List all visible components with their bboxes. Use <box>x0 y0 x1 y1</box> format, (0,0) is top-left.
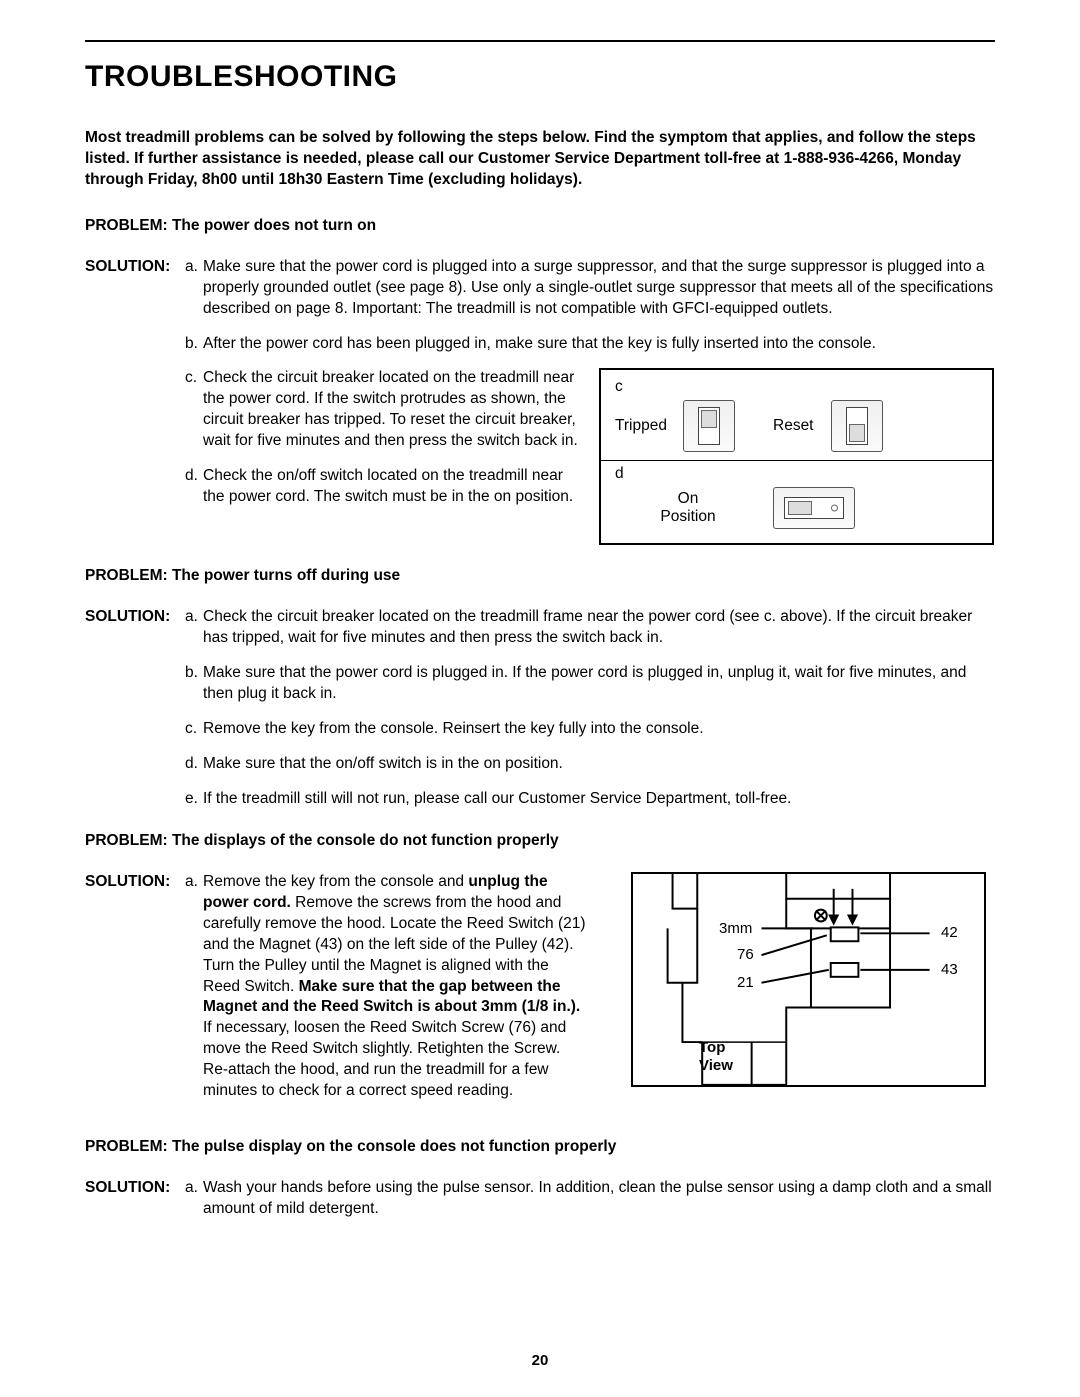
label-view: View <box>699 1057 733 1074</box>
solution-text: Wash your hands before using the pulse s… <box>203 1178 995 1220</box>
label-top: Top <box>699 1039 725 1056</box>
diagram-circuit-breaker: c Tripped Reset d On Position <box>599 368 994 545</box>
list-letter: a. <box>185 872 203 1102</box>
diagram-reed-switch: 3mm 76 21 42 43 Top View <box>631 872 986 1087</box>
p1-solution-b: b. After the power cord has been plugged… <box>85 334 995 355</box>
solution-text: Remove the key from the console and unpl… <box>203 872 588 1102</box>
solution-text: Check the circuit breaker located on the… <box>203 368 588 452</box>
intro-paragraph: Most treadmill problems can be solved by… <box>85 128 995 191</box>
p2-solution-d: d. Make sure that the on/off switch is i… <box>85 754 995 775</box>
solution-text: Make sure that the power cord is plugged… <box>203 663 995 705</box>
list-letter: e. <box>185 789 203 810</box>
switch-on-icon <box>773 487 855 529</box>
p2-solution-a: SOLUTION: a. Check the circuit breaker l… <box>85 607 995 649</box>
solution-text: After the power cord has been plugged in… <box>203 334 995 355</box>
label-tripped: Tripped <box>615 417 675 435</box>
list-letter: c. <box>185 368 203 452</box>
label-42: 42 <box>941 924 958 941</box>
p3-and-diagram: SOLUTION: a. Remove the key from the con… <box>85 872 995 1116</box>
problem-3-heading: PROBLEM: The displays of the console do … <box>85 832 995 850</box>
diag1-letter-d: d <box>615 465 978 483</box>
list-letter: b. <box>185 334 203 355</box>
p3-solution-a: SOLUTION: a. Remove the key from the con… <box>85 872 585 1102</box>
label-3mm: 3mm <box>719 920 752 937</box>
label-on: On <box>678 490 699 508</box>
solution-text: Remove the key from the console. Reinser… <box>203 719 995 740</box>
p1-solution-a: SOLUTION: a. Make sure that the power co… <box>85 257 995 320</box>
solution-text: Check the on/off switch located on the t… <box>203 466 588 508</box>
list-letter: c. <box>185 719 203 740</box>
p1-cd-and-diagram: c. Check the circuit breaker located on … <box>85 368 995 545</box>
label-reset: Reset <box>773 417 823 435</box>
p2-solution-e: e. If the treadmill still will not run, … <box>85 789 995 810</box>
solution-text: Make sure that the power cord is plugged… <box>203 257 995 320</box>
p4-solution-a: SOLUTION: a. Wash your hands before usin… <box>85 1178 995 1220</box>
switch-reset-icon <box>831 400 883 452</box>
p2-solution-c: c. Remove the key from the console. Rein… <box>85 719 995 740</box>
list-letter: a. <box>185 257 203 320</box>
diag1-letter-c: c <box>615 378 978 396</box>
switch-tripped-icon <box>683 400 735 452</box>
solution-text: Check the circuit breaker located on the… <box>203 607 995 649</box>
text-span: Remove the key from the console and <box>203 873 468 890</box>
solution-text: If the treadmill still will not run, ple… <box>203 789 995 810</box>
list-letter: d. <box>185 466 203 508</box>
page: TROUBLESHOOTING Most treadmill problems … <box>0 0 1080 1397</box>
page-number: 20 <box>0 1352 1080 1369</box>
page-title: TROUBLESHOOTING <box>85 60 995 94</box>
list-letter: d. <box>185 754 203 775</box>
list-letter: b. <box>185 663 203 705</box>
label-position: Position <box>660 508 715 526</box>
label-21: 21 <box>737 974 754 991</box>
solution-label: SOLUTION: <box>85 607 185 649</box>
reed-switch-svg <box>633 874 984 1087</box>
text-span: If necessary, loosen the Reed Switch Scr… <box>203 1019 566 1099</box>
list-letter: a. <box>185 607 203 649</box>
label-43: 43 <box>941 961 958 978</box>
problem-2-heading: PROBLEM: The power turns off during use <box>85 567 995 585</box>
solution-label: SOLUTION: <box>85 257 185 320</box>
problem-1-heading: PROBLEM: The power does not turn on <box>85 217 995 235</box>
rule-top <box>85 40 995 42</box>
solution-text: Make sure that the on/off switch is in t… <box>203 754 995 775</box>
solution-label: SOLUTION: <box>85 872 185 1102</box>
problem-4-heading: PROBLEM: The pulse display on the consol… <box>85 1138 995 1156</box>
solution-label: SOLUTION: <box>85 1178 185 1220</box>
p2-solution-b: b. Make sure that the power cord is plug… <box>85 663 995 705</box>
label-76: 76 <box>737 946 754 963</box>
list-letter: a. <box>185 1178 203 1220</box>
p1-solution-d: d. Check the on/off switch located on th… <box>85 466 585 508</box>
p1-solution-c: c. Check the circuit breaker located on … <box>85 368 585 452</box>
p3-text: SOLUTION: a. Remove the key from the con… <box>85 872 585 1116</box>
p1-cd-text: c. Check the circuit breaker located on … <box>85 368 585 522</box>
